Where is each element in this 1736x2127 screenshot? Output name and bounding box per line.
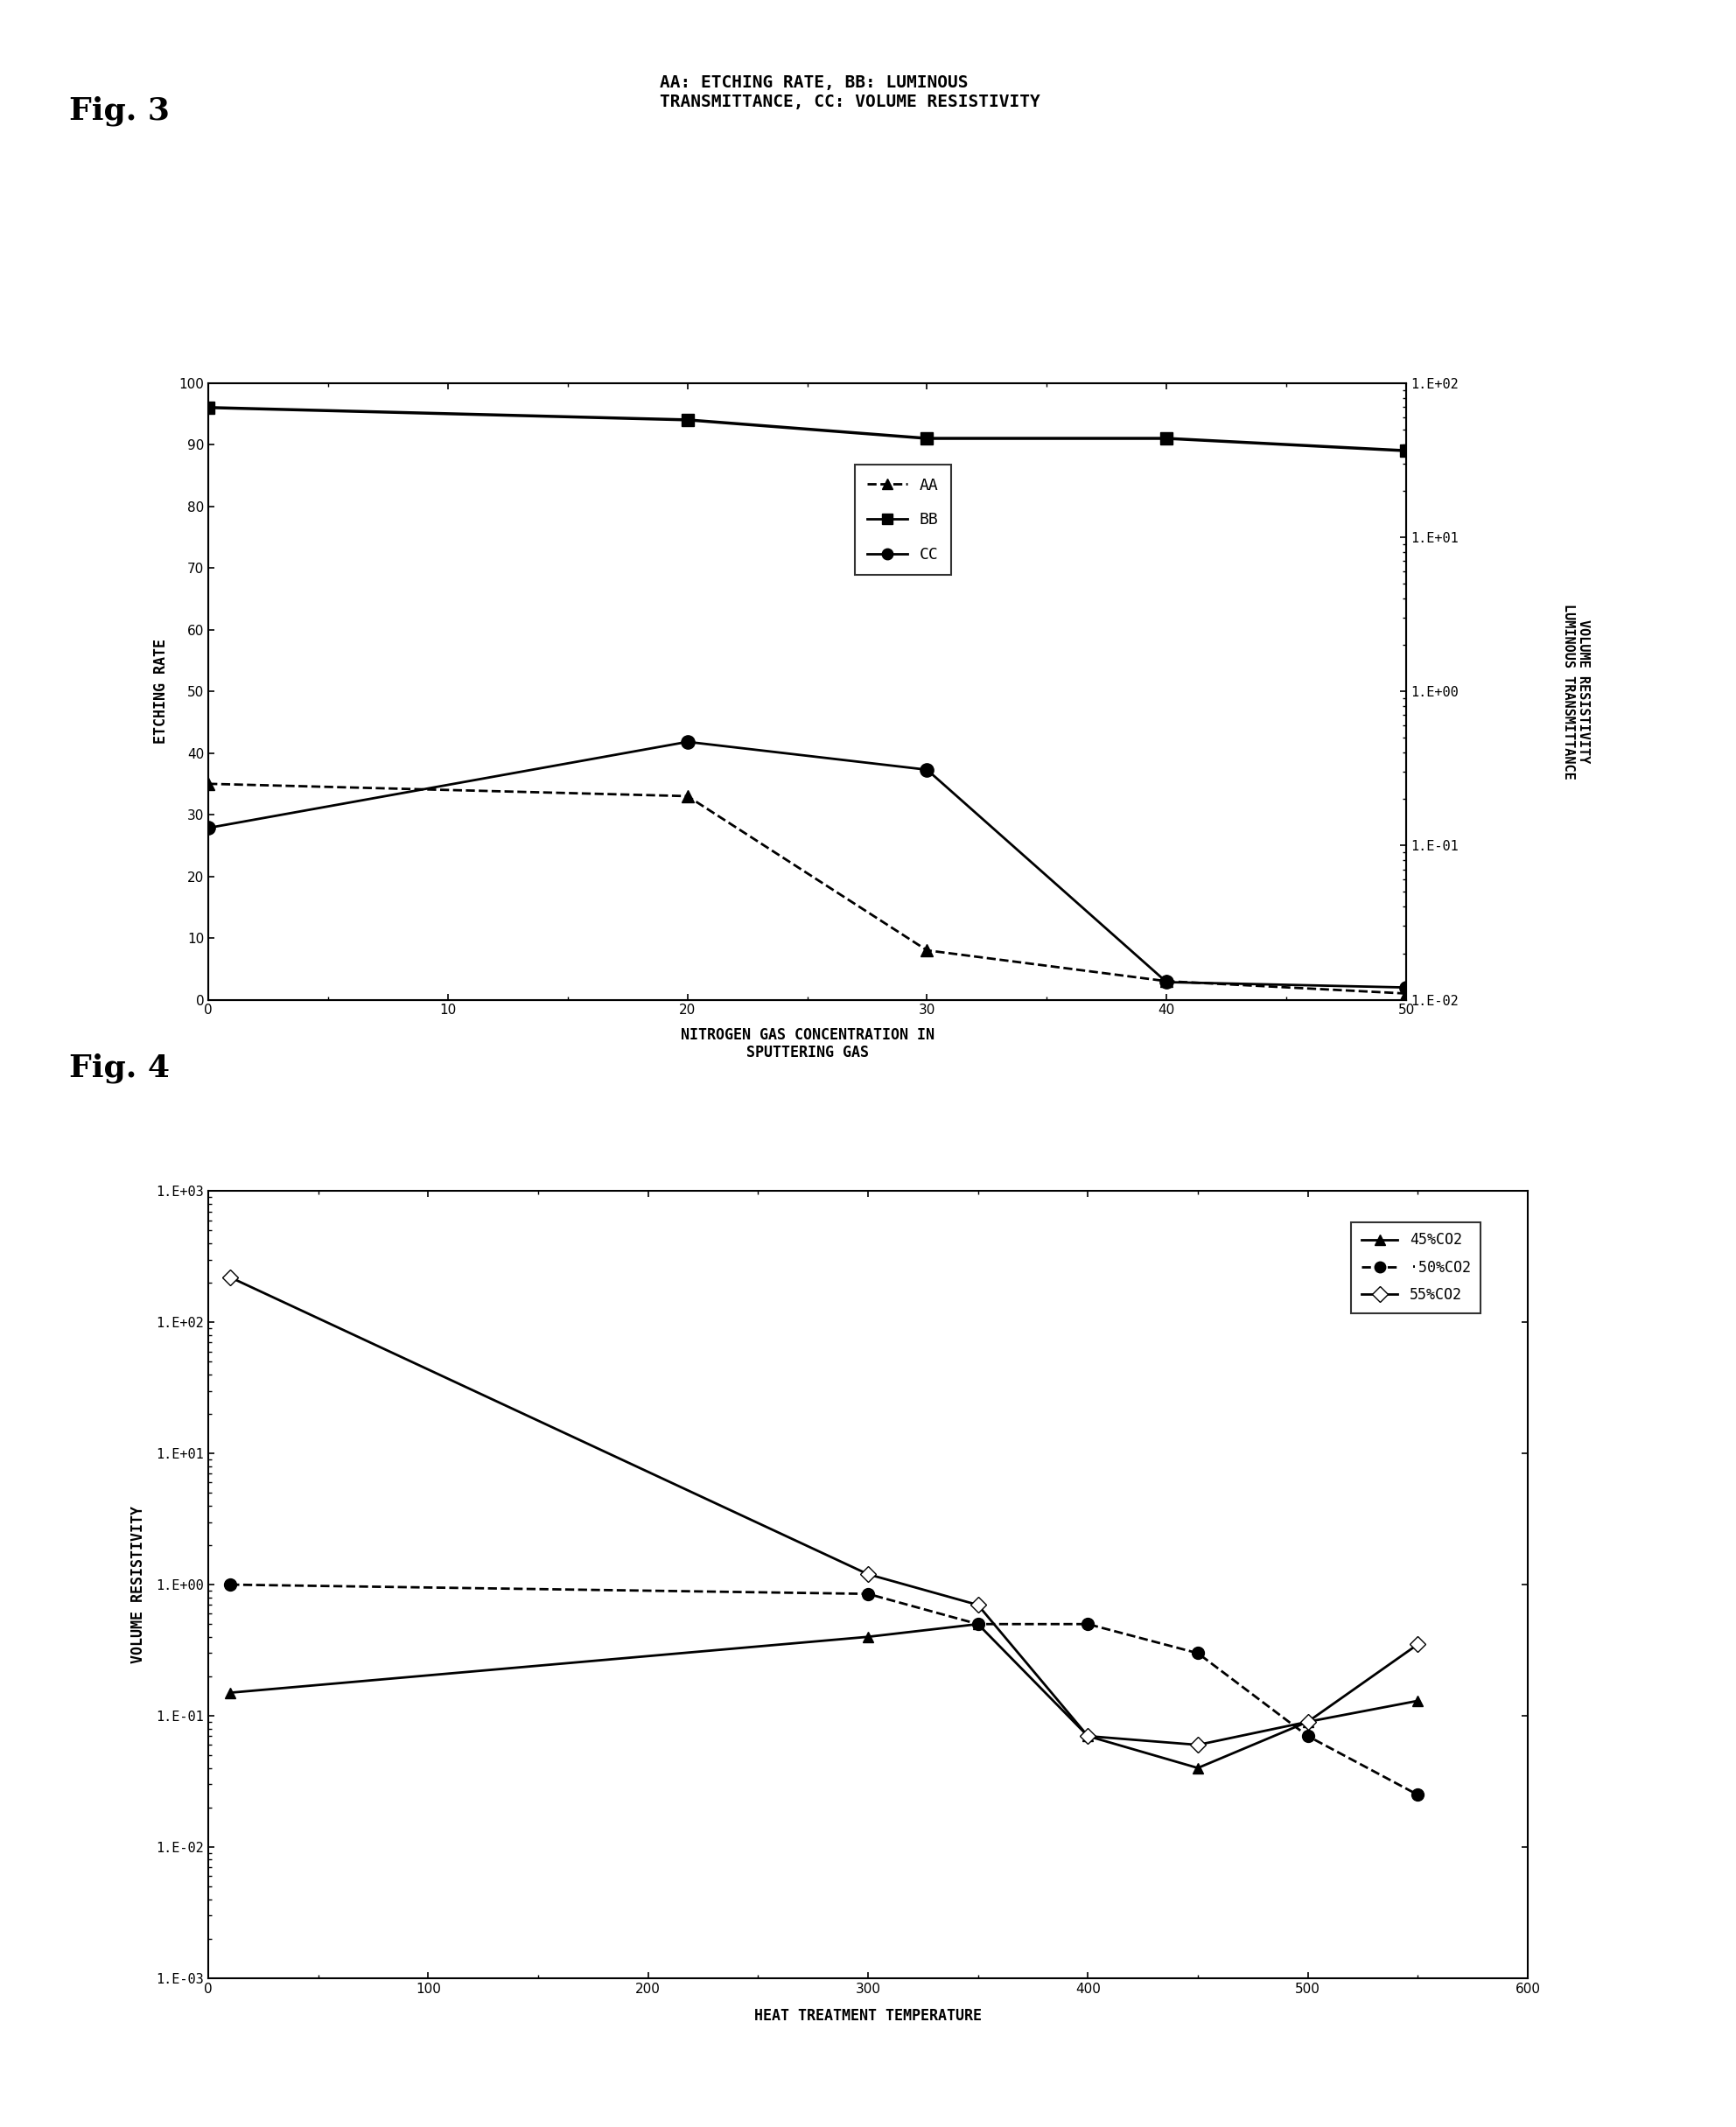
·50%CO2 (1187, 1640, 1208, 1665)
Line: 45%CO2: 45%CO2 (226, 1619, 1424, 1774)
45%CO2 (1078, 1723, 1099, 1748)
·50%CO2 (1408, 1782, 1429, 1808)
45%CO2 (220, 1680, 241, 1706)
Text: Fig. 3: Fig. 3 (69, 96, 170, 125)
Text: Fig. 4: Fig. 4 (69, 1053, 170, 1083)
55%CO2 (1078, 1723, 1099, 1748)
55%CO2 (1297, 1708, 1318, 1734)
45%CO2 (858, 1625, 878, 1651)
Line: ·50%CO2: ·50%CO2 (224, 1578, 1424, 1802)
45%CO2 (1297, 1708, 1318, 1734)
55%CO2 (1187, 1731, 1208, 1757)
·50%CO2 (1297, 1723, 1318, 1748)
·50%CO2 (1078, 1612, 1099, 1638)
45%CO2 (1187, 1755, 1208, 1780)
55%CO2 (220, 1266, 241, 1291)
Legend: AA, BB, CC: AA, BB, CC (854, 466, 951, 574)
55%CO2 (967, 1593, 988, 1619)
Line: 55%CO2: 55%CO2 (226, 1272, 1424, 1751)
55%CO2 (858, 1561, 878, 1587)
45%CO2 (1408, 1689, 1429, 1714)
·50%CO2 (967, 1612, 988, 1638)
X-axis label: HEAT TREATMENT TEMPERATURE: HEAT TREATMENT TEMPERATURE (753, 2008, 983, 2023)
Y-axis label: VOLUME RESISTIVITY: VOLUME RESISTIVITY (130, 1506, 146, 1663)
45%CO2 (967, 1612, 988, 1638)
Text: AA: ETCHING RATE, BB: LUMINOUS
TRANSMITTANCE, CC: VOLUME RESISTIVITY: AA: ETCHING RATE, BB: LUMINOUS TRANSMITT… (660, 74, 1040, 111)
X-axis label: NITROGEN GAS CONCENTRATION IN
SPUTTERING GAS: NITROGEN GAS CONCENTRATION IN SPUTTERING… (681, 1027, 934, 1061)
Y-axis label: ETCHING RATE: ETCHING RATE (153, 638, 168, 744)
Y-axis label: VOLUME RESISTIVITY
LUMINOUS TRANSMITTANCE: VOLUME RESISTIVITY LUMINOUS TRANSMITTANC… (1562, 604, 1590, 778)
·50%CO2 (220, 1572, 241, 1597)
·50%CO2 (858, 1580, 878, 1606)
Legend: 45%CO2, ·50%CO2, 55%CO2: 45%CO2, ·50%CO2, 55%CO2 (1351, 1223, 1481, 1312)
55%CO2 (1408, 1631, 1429, 1657)
